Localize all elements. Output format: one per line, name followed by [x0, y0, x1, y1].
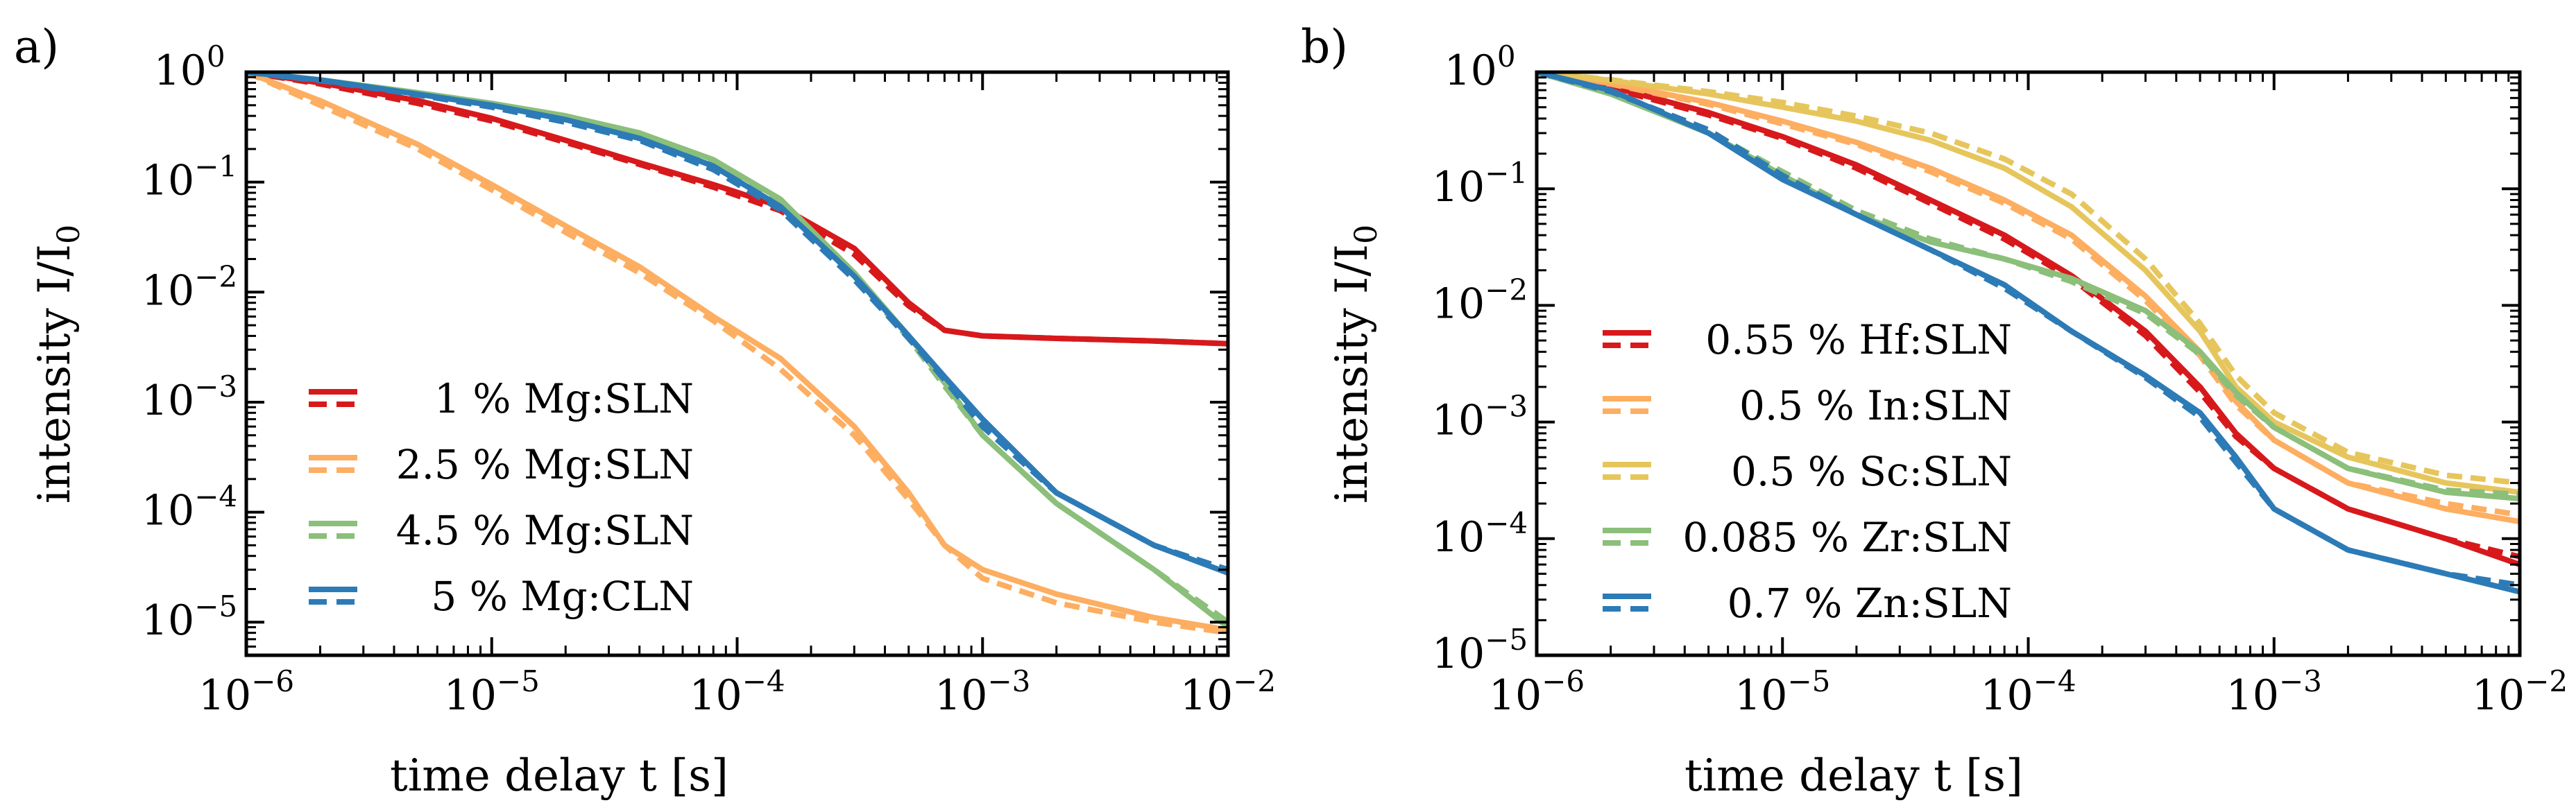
panel-a-series-fit-1	[246, 72, 1228, 636]
panel-b-series-group	[1537, 72, 2520, 595]
panel-a-legend-label: 4.5 % Mg:SLN	[396, 507, 694, 554]
panel-a-y-tick-label: 10−5	[142, 589, 237, 645]
panel-b-y-axis-label-main: intensity I/I	[1327, 244, 1378, 503]
panel-b-legend-label: 0.085 % Zr:SLN	[1682, 514, 2012, 561]
panel-a-y-axis-label-sub: 0	[51, 225, 87, 244]
panel-b-y-tick-label: 10−3	[1432, 390, 1528, 445]
panel-a-series-line-0	[246, 72, 1228, 347]
panel-a-series-fit-0	[246, 72, 1228, 347]
panel-a-x-tick-label: 10−2	[1180, 664, 1276, 720]
panel-b-series-line-3	[1537, 72, 2520, 502]
panel-b-series-line-1	[1537, 72, 2520, 525]
panel-b-x-tick-label: 10−3	[2226, 664, 2322, 720]
panel-b-x-tick-label: 10−6	[1489, 664, 1585, 720]
panel-a-x-tick-label: 10−4	[689, 664, 785, 720]
panel-b-legend-label: 0.5 % In:SLN	[1739, 382, 2012, 429]
panel-a-y-tick-label: 10−3	[142, 370, 237, 425]
panel-a-series-fit-2	[246, 72, 1228, 625]
panel-b-series-fit-0	[1537, 72, 2520, 560]
panel-b-y-tick-label: 100	[1444, 40, 1515, 95]
panel-a-series-fit-3	[246, 72, 1228, 573]
panel-b-label: b)	[1301, 20, 1348, 74]
panel-a-x-tick-label: 10−6	[198, 664, 294, 720]
panel-a-x-tick-label: 10−3	[935, 664, 1030, 720]
panel-b-x-axis-label: time delay t [s]	[1684, 750, 2023, 802]
panel-a-y-tick-label: 10−2	[142, 259, 237, 315]
panel-b-x-tick-label: 10−5	[1734, 664, 1830, 720]
panel-b: b) intensity I/I0 time delay t [s] 10−6 1…	[1301, 20, 2568, 802]
panel-b-y-tick-label: 10−4	[1432, 506, 1528, 562]
panel-a-x-tick-label: 10−5	[444, 664, 540, 720]
panel-a-legend: 1 % Mg:SLN 2.5 % Mg:SLN 4.5 % Mg:SLN 5 % Mg…	[309, 375, 694, 620]
panel-a-y-tick-label: 10−4	[142, 480, 237, 535]
panel-a-legend-label: 1 % Mg:SLN	[434, 375, 694, 422]
panel-b-plot: 10−6 10−5 10−4 10−3 10−210010−110−210−310−41…	[1432, 40, 2568, 720]
panel-b-x-tick-label: 10−4	[1980, 664, 2076, 720]
panel-a-frame	[244, 70, 1230, 657]
panel-a: a) intensity I/I0 time delay t [s] 10−6 1…	[14, 20, 1276, 802]
panel-a-series-line-2	[246, 72, 1228, 630]
panel-b-series-fit-2	[1537, 72, 2520, 486]
panel-b-legend: 0.55 % Hf:SLN 0.5 % In:SLN 0.5 % Sc:SLN 0.0…	[1603, 316, 2012, 627]
panel-b-y-axis-label: intensity I/I0	[1327, 225, 1384, 503]
panel-b-frame	[1535, 70, 2522, 657]
panel-b-legend-label: 0.55 % Hf:SLN	[1705, 316, 2012, 363]
panel-a-y-tick-label: 100	[153, 40, 225, 95]
panel-a-series-line-3	[246, 72, 1228, 576]
panel-a-label: a)	[14, 20, 59, 74]
panel-b-series-fit-3	[1537, 72, 2520, 497]
panel-a-y-axis-label-main: intensity I/I	[29, 244, 80, 503]
panel-a-x-axis-label: time delay t [s]	[390, 750, 728, 802]
panel-b-series-fit-4	[1537, 72, 2520, 588]
svg-text:intensity I/I0: intensity I/I0	[1327, 225, 1384, 503]
panel-b-series-line-2	[1537, 72, 2520, 495]
panel-a-legend-label: 2.5 % Mg:SLN	[396, 441, 694, 488]
panel-b-series-fit-1	[1537, 72, 2520, 518]
panel-a-series-line-1	[246, 72, 1228, 633]
panel-b-legend-label: 0.7 % Zn:SLN	[1728, 580, 2012, 627]
panel-a-y-axis-label: intensity I/I0	[29, 225, 87, 503]
svg-text:intensity I/I0: intensity I/I0	[29, 225, 87, 503]
panel-a-y-tick-label: 10−1	[142, 150, 237, 205]
panel-b-legend-label: 0.5 % Sc:SLN	[1731, 448, 2012, 495]
panel-a-plot: 10−6 10−5 10−4 10−3 10−2 100 10−1 10−2 10−3 10−4 1…	[142, 40, 1276, 720]
panel-b-y-axis-label-sub: 0	[1349, 225, 1384, 244]
panel-b-y-tick-label: 10−5	[1432, 623, 1528, 678]
panel-a-series-group	[246, 72, 1228, 636]
panel-a-legend-label: 5 % Mg:CLN	[431, 573, 694, 620]
panel-b-x-tick-label: 10−2	[2472, 664, 2568, 720]
panel-b-y-tick-label: 10−2	[1432, 273, 1528, 328]
panel-b-y-tick-label: 10−1	[1432, 156, 1528, 211]
